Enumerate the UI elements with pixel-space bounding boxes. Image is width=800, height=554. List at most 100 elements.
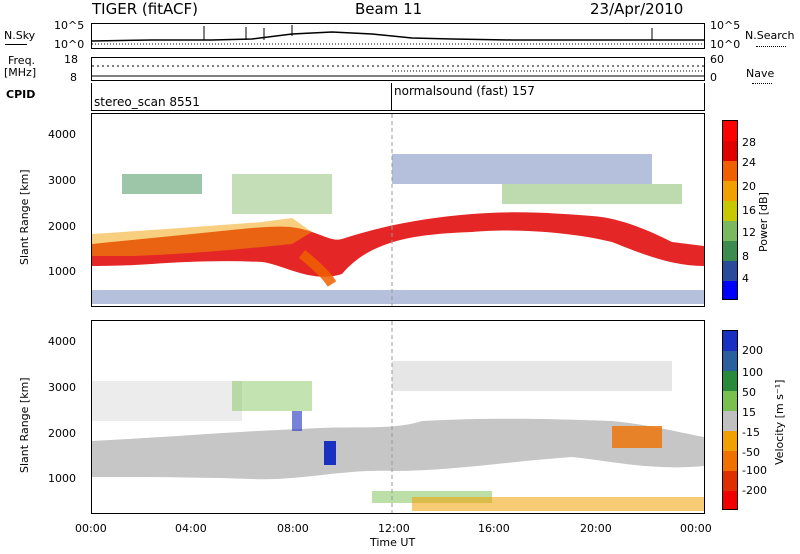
velocity-positive-blob xyxy=(324,441,336,465)
power-ylabel: Slant Range [km] xyxy=(18,169,31,265)
freq-tick-top: 18 xyxy=(64,53,78,66)
power-cbar-tick: 24 xyxy=(742,156,756,169)
velocity-cbar-tick: -50 xyxy=(742,446,760,459)
nsky-left-tick-top: 10^5 xyxy=(54,19,85,32)
power-main-band xyxy=(92,212,704,277)
nsky-left-tick-bottom: 10^0 xyxy=(54,38,85,51)
nave-tick-bottom: 0 xyxy=(710,71,717,84)
power-colorbar-cell xyxy=(723,201,737,221)
velocity-positive-blob xyxy=(292,411,302,431)
xtick: 00:00 xyxy=(680,522,712,535)
velocity-plot-frame xyxy=(91,320,705,514)
date-label: 23/Apr/2010 xyxy=(590,0,684,18)
power-ionospheric-blob xyxy=(232,174,332,214)
velocity-cbar-tick: 50 xyxy=(742,386,756,399)
velocity-ylabel: Slant Range [km] xyxy=(18,377,31,473)
power-ytick-2000: 2000 xyxy=(48,220,76,233)
power-plot-frame xyxy=(91,113,705,307)
power-cbar-tick: 4 xyxy=(742,272,749,285)
nsky-right-tick-bottom: 10^0 xyxy=(710,38,741,51)
velocity-colorbar-cell xyxy=(723,451,737,471)
velocity-colorbar-cell xyxy=(723,471,737,491)
velocity-cbar-tick: 100 xyxy=(742,366,763,379)
freq-label: Freq. xyxy=(8,54,36,67)
velocity-positive-blob xyxy=(232,381,312,411)
velocity-cbar-tick: 200 xyxy=(742,344,763,357)
power-dipping-arc xyxy=(298,250,337,287)
power-ionospheric-blob xyxy=(392,154,652,184)
nsky-strip-plot xyxy=(92,25,704,45)
nsearch-legend-line xyxy=(756,46,786,47)
velocity-colorbar xyxy=(722,330,738,510)
velocity-colorbar-cell xyxy=(723,491,737,509)
xaxis-label: Time UT xyxy=(370,536,416,549)
velocity-ytick-2000: 2000 xyxy=(48,427,76,440)
velocity-ground-scatter xyxy=(92,381,242,421)
velocity-cbar-tick: -200 xyxy=(742,484,767,497)
xtick: 00:00 xyxy=(75,522,107,535)
freq-unit-label: [MHz] xyxy=(4,66,37,79)
power-cbar-tick: 12 xyxy=(742,226,756,239)
velocity-cbar-tick: 15 xyxy=(742,406,756,419)
xtick: 08:00 xyxy=(277,522,309,535)
power-colorbar-label: Power [dB] xyxy=(757,192,770,252)
power-colorbar-cell xyxy=(723,261,737,281)
velocity-colorbar-cell xyxy=(723,351,737,371)
velocity-colorbar-label: Velocity [m s⁻¹] xyxy=(773,379,786,465)
freq-strip-plot xyxy=(92,65,704,77)
power-ionospheric-blob xyxy=(122,174,202,194)
power-colorbar-cell xyxy=(723,281,737,299)
velocity-cbar-tick: -100 xyxy=(742,464,767,477)
nsky-label: N.Sky xyxy=(4,29,36,42)
velocity-ground-scatter xyxy=(92,418,704,480)
nsky-series-line xyxy=(92,31,704,42)
power-ytick-3000: 3000 xyxy=(48,174,76,187)
velocity-ground-scatter xyxy=(392,361,672,391)
cpid-label: CPID xyxy=(6,88,36,101)
velocity-colorbar-cell xyxy=(723,391,737,411)
nsky-right-tick-top: 10^5 xyxy=(710,19,741,32)
cpid-segment-2: normalsound (fast) 157 xyxy=(394,84,535,98)
nsky-legend-line xyxy=(5,44,27,45)
power-colorbar-cell xyxy=(723,241,737,261)
power-edge-band xyxy=(92,218,312,256)
chart-title: TIGER (fitACF) xyxy=(92,0,199,18)
power-ionospheric-blob xyxy=(502,184,682,204)
cpid-segment-1: stereo_scan 8551 xyxy=(94,95,200,109)
freq-tick-bottom: 8 xyxy=(70,71,77,84)
power-ytick-1000: 1000 xyxy=(48,265,76,278)
xtick: 04:00 xyxy=(175,522,207,535)
power-colorbar-cell xyxy=(723,181,737,201)
power-cbar-tick: 28 xyxy=(742,136,756,149)
power-colorbar xyxy=(722,120,738,300)
power-colorbar-cell xyxy=(723,221,737,241)
power-cbar-tick: 8 xyxy=(742,250,749,263)
xtick: 16:00 xyxy=(478,522,510,535)
cpid-divider xyxy=(391,83,392,111)
nsky-strip-frame xyxy=(91,23,705,49)
xtick: 20:00 xyxy=(580,522,612,535)
power-heatmap xyxy=(92,114,704,306)
power-ytick-4000: 4000 xyxy=(48,128,76,141)
power-cbar-tick: 16 xyxy=(742,204,756,217)
freq-strip-frame xyxy=(91,57,705,81)
nsearch-label: N.Search xyxy=(745,29,795,42)
velocity-negative-blob xyxy=(412,497,704,511)
cpid-strip-frame xyxy=(91,83,705,111)
velocity-ytick-4000: 4000 xyxy=(48,335,76,348)
velocity-colorbar-cell xyxy=(723,331,737,351)
velocity-cbar-tick: -15 xyxy=(742,426,760,439)
power-colorbar-cell xyxy=(723,121,737,141)
velocity-negative-blob xyxy=(612,426,662,448)
velocity-colorbar-cell xyxy=(723,371,737,391)
power-colorbar-cell xyxy=(723,161,737,181)
velocity-colorbar-cell xyxy=(723,411,737,431)
velocity-ytick-3000: 3000 xyxy=(48,381,76,394)
velocity-colorbar-cell xyxy=(723,431,737,451)
power-cbar-tick: 20 xyxy=(742,180,756,193)
velocity-ytick-1000: 1000 xyxy=(48,472,76,485)
nave-tick-top: 60 xyxy=(710,53,724,66)
power-colorbar-cell xyxy=(723,141,737,161)
velocity-heatmap xyxy=(92,321,704,513)
nave-legend-line xyxy=(752,83,772,84)
